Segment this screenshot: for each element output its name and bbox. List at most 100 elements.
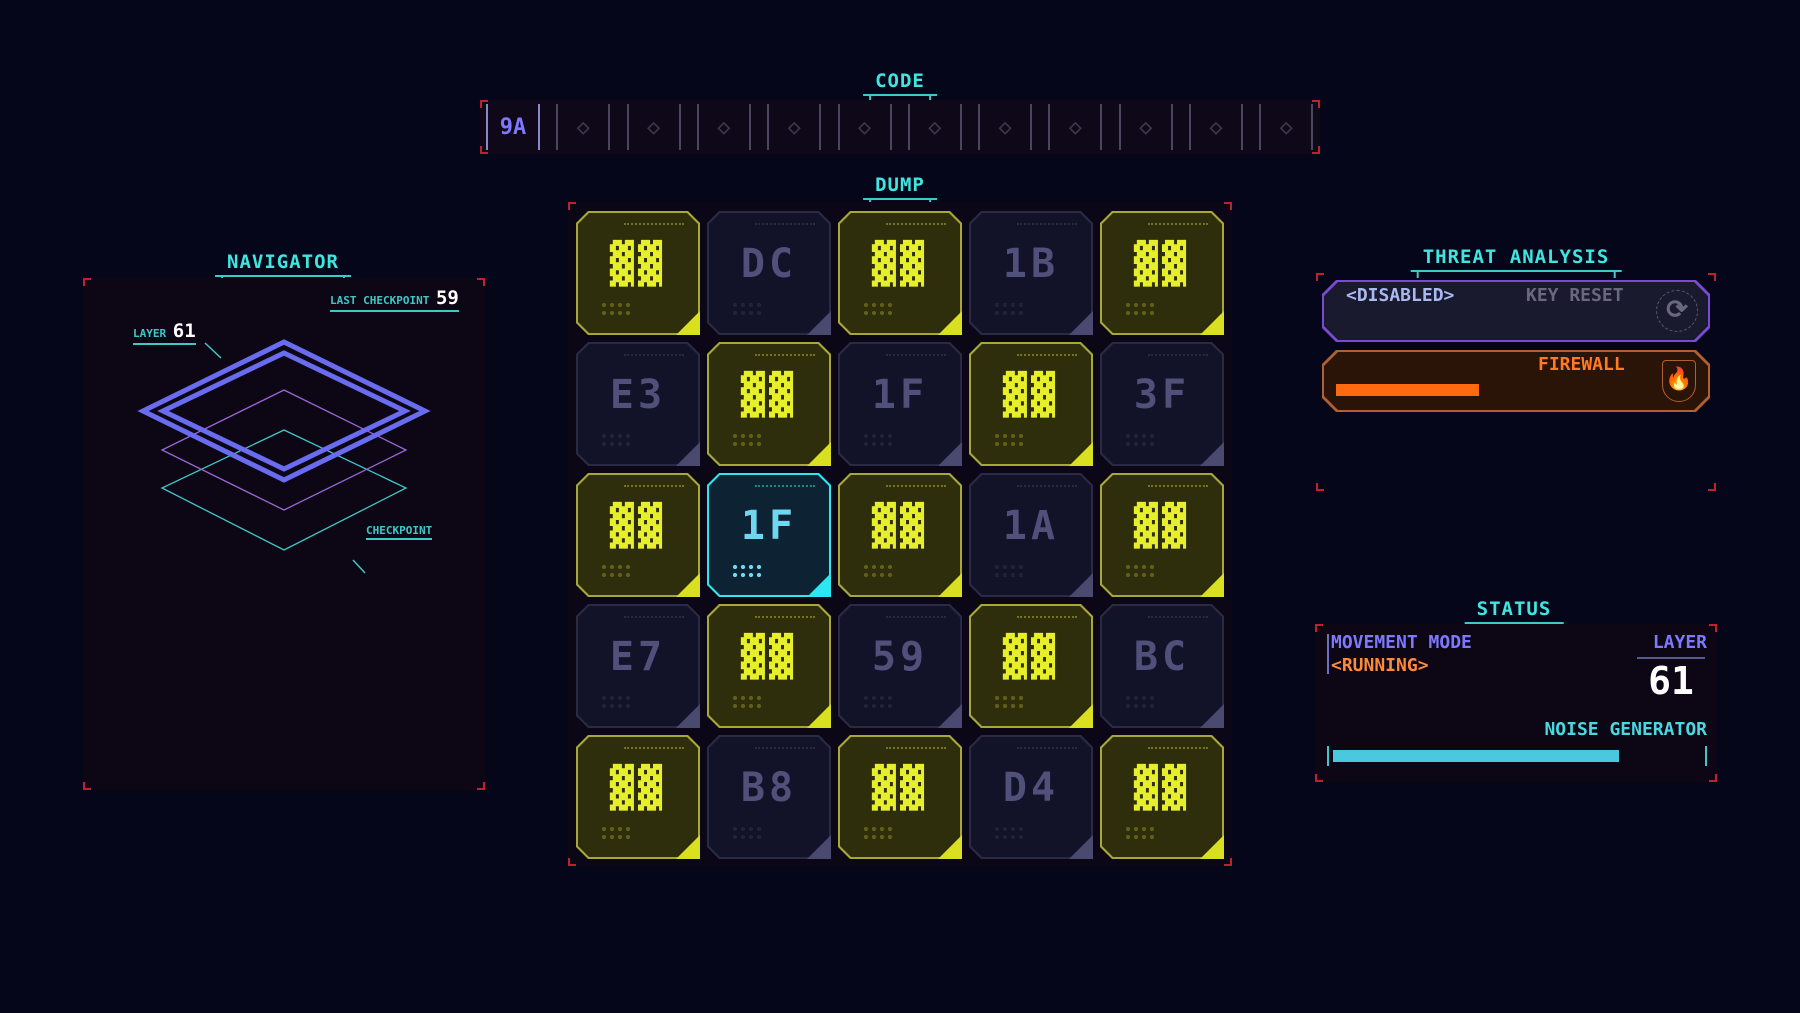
tile-header-decoration — [886, 223, 946, 229]
tile-code: ▓▓ — [1133, 765, 1191, 811]
code-slot[interactable]: ◇ — [626, 104, 681, 150]
code-slot[interactable]: ◇ — [696, 104, 751, 150]
tile-footer-dots — [731, 825, 765, 843]
tile-footer-dots — [600, 825, 634, 843]
tile-code: ▓▓ — [1002, 634, 1060, 680]
dump-tile-solved[interactable]: ▓▓ — [969, 604, 1093, 728]
dump-tile-dim[interactable]: E3 — [576, 342, 700, 466]
tile-footer-dots — [993, 825, 1027, 843]
code-slot[interactable]: ◇ — [1118, 104, 1173, 150]
code-slot[interactable]: 9A — [486, 104, 540, 150]
tile-header-decoration — [886, 354, 946, 360]
tile-header-decoration — [1148, 354, 1208, 360]
tile-code: ▓▓ — [871, 241, 929, 287]
tile-code: B8 — [740, 765, 798, 811]
dump-tile-solved[interactable]: ▓▓ — [576, 473, 700, 597]
dump-tile-dim[interactable]: B8 — [707, 735, 831, 859]
code-slot[interactable]: ◇ — [767, 104, 822, 150]
dump-tile-solved[interactable]: ▓▓ — [1100, 473, 1224, 597]
tile-footer-dots — [862, 694, 896, 712]
dump-tile-solved[interactable]: ▓▓ — [707, 342, 831, 466]
dump-tile-dim[interactable]: 3F — [1100, 342, 1224, 466]
tile-code: E3 — [609, 372, 667, 418]
tile-footer-dots — [1124, 301, 1158, 319]
layer-stack-diagram — [137, 339, 431, 574]
code-title: CODE — [863, 70, 937, 102]
tile-code: 1F — [871, 372, 929, 418]
noise-generator-label: NOISE GENERATOR — [1544, 719, 1707, 740]
tile-header-decoration — [886, 616, 946, 622]
tile-header-decoration — [624, 354, 684, 360]
tile-code: ▓▓ — [609, 765, 667, 811]
dump-tile-dim[interactable]: DC — [707, 211, 831, 335]
tile-footer-dots — [731, 432, 765, 450]
status-title: STATUS — [1464, 598, 1563, 630]
dump-tile-dim[interactable]: 1F — [838, 342, 962, 466]
tile-header-decoration — [624, 485, 684, 491]
tile-header-decoration — [1017, 616, 1077, 622]
firewall-label: FIREWALL — [1538, 354, 1625, 375]
dump-tile-solved[interactable]: ▓▓ — [576, 211, 700, 335]
dump-tile-solved[interactable]: ▓▓ — [707, 604, 831, 728]
tile-footer-dots — [993, 301, 1027, 319]
code-slot[interactable]: ◇ — [1048, 104, 1103, 150]
dump-tile-solved[interactable]: ▓▓ — [838, 735, 962, 859]
layer-label: LAYER 61 — [133, 320, 196, 345]
tile-header-decoration — [755, 747, 815, 753]
reset-icon[interactable]: ⟳ — [1656, 290, 1698, 332]
dump-tile-dim[interactable]: 1A — [969, 473, 1093, 597]
code-slot[interactable]: ◇ — [978, 104, 1033, 150]
threat-frame — [1316, 273, 1716, 491]
tile-header-decoration — [624, 747, 684, 753]
tile-footer-dots — [731, 563, 765, 581]
tile-footer-dots — [1124, 563, 1158, 581]
tile-footer-dots — [600, 563, 634, 581]
tile-code: ▓▓ — [1133, 241, 1191, 287]
key-reset-label: KEY RESET — [1526, 285, 1624, 306]
firewall-panel: FIREWALL 🔥 — [1322, 350, 1710, 412]
dump-tile-dim[interactable]: BC — [1100, 604, 1224, 728]
dump-tile-dim[interactable]: E7 — [576, 604, 700, 728]
dump-tile-dim[interactable]: D4 — [969, 735, 1093, 859]
tile-code: ▓▓ — [871, 503, 929, 549]
dump-tile-solved[interactable]: ▓▓ — [576, 735, 700, 859]
tile-footer-dots — [1124, 694, 1158, 712]
tile-code: ▓▓ — [609, 503, 667, 549]
navigator-title: NAVIGATOR — [215, 251, 351, 283]
tile-header-decoration — [755, 616, 815, 622]
tile-code: 1B — [1002, 241, 1060, 287]
tile-footer-dots — [993, 694, 1027, 712]
dump-tile-solved[interactable]: ▓▓ — [1100, 211, 1224, 335]
tile-footer-dots — [600, 432, 634, 450]
tile-header-decoration — [1017, 354, 1077, 360]
tile-header-decoration — [1148, 616, 1208, 622]
dump-tile-solved[interactable]: ▓▓ — [1100, 735, 1224, 859]
code-slot[interactable]: ◇ — [556, 104, 611, 150]
tile-footer-dots — [600, 694, 634, 712]
tile-code: ▓▓ — [1133, 503, 1191, 549]
dump-tile-dim[interactable]: 59 — [838, 604, 962, 728]
layer-value: 61 — [172, 320, 196, 342]
code-slot[interactable]: ◇ — [1259, 104, 1314, 150]
movement-mode-value: <RUNNING> — [1331, 655, 1429, 676]
dump-title: DUMP — [863, 174, 937, 206]
tile-code: DC — [740, 241, 798, 287]
tile-code: ▓▓ — [740, 634, 798, 680]
code-slot[interactable]: ◇ — [837, 104, 892, 150]
code-slot[interactable]: ◇ — [1189, 104, 1243, 150]
dump-tile-solved[interactable]: ▓▓ — [838, 473, 962, 597]
dump-tile-solved[interactable]: ▓▓ — [838, 211, 962, 335]
dump-tile-selected[interactable]: 1F — [707, 473, 831, 597]
tile-header-decoration — [1017, 223, 1077, 229]
tile-header-decoration — [755, 485, 815, 491]
tile-footer-dots — [993, 563, 1027, 581]
code-slot[interactable]: ◇ — [907, 104, 962, 150]
dump-tile-solved[interactable]: ▓▓ — [969, 342, 1093, 466]
tile-code: ▓▓ — [609, 241, 667, 287]
dump-tile-dim[interactable]: 1B — [969, 211, 1093, 335]
tile-header-decoration — [1017, 485, 1077, 491]
firewall-progress-bar — [1336, 384, 1479, 396]
fire-shield-icon: 🔥 — [1662, 360, 1696, 402]
tile-code: ▓▓ — [871, 765, 929, 811]
tile-code: 3F — [1133, 372, 1191, 418]
